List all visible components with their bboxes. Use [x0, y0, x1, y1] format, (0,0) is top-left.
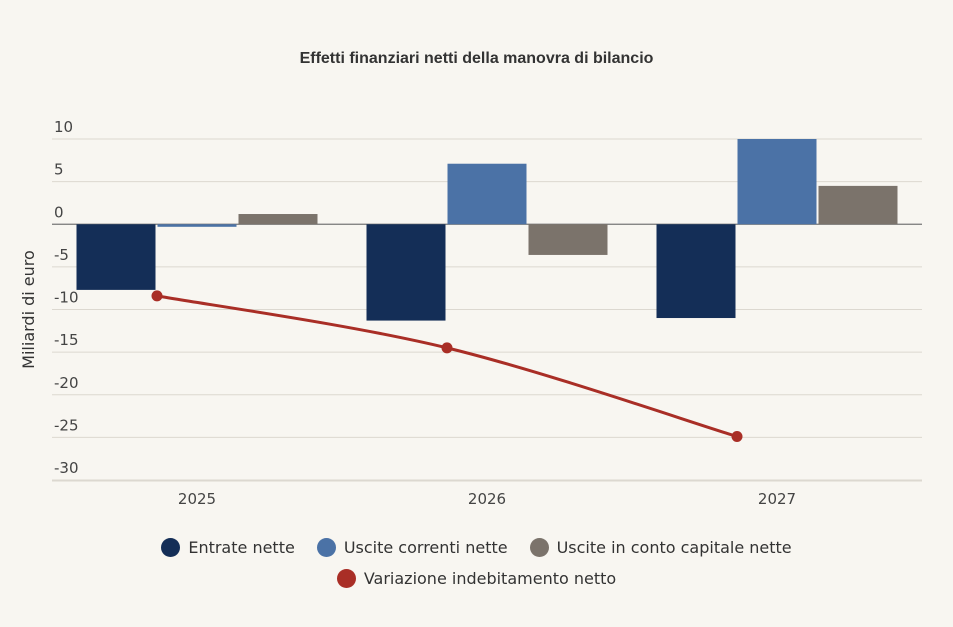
- y-tick-label: -15: [54, 331, 79, 349]
- legend-dot-uscite-capitale: [529, 538, 549, 557]
- legend-dot-uscite-correnti: [316, 538, 336, 557]
- y-tick-label: -25: [54, 416, 79, 434]
- chart-title: Effetti finanziari netti della manovra d…: [299, 50, 654, 67]
- legend-label-uscite-capitale: Uscite in conto capitale nette: [556, 538, 792, 557]
- x-tick-label-2027: 2027: [758, 490, 796, 508]
- legend-item-indebitamento[interactable]: Variazione indebitamento netto: [336, 569, 617, 588]
- x-tick-label-2025: 2025: [178, 490, 216, 508]
- y-tick-label: 10: [54, 118, 73, 136]
- legend-label-uscite-correnti: Uscite correnti nette: [343, 538, 508, 557]
- x-tick-label-2026: 2026: [468, 490, 506, 508]
- bar-entrate-nette-2026: [366, 224, 446, 321]
- legend-dot-entrate: [161, 538, 181, 557]
- bar-uscite-in-conto-capitale-nette-2025: [238, 214, 318, 225]
- bar-uscite-correnti-nette-2027: [737, 139, 817, 225]
- y-tick-label: -10: [54, 289, 79, 307]
- y-tick-label: -5: [54, 246, 69, 264]
- bar-entrate-nette-2025: [76, 224, 156, 290]
- legend-item-uscite-correnti[interactable]: Uscite correnti nette: [316, 538, 508, 557]
- legend-row-1: Entrate nette Uscite correnti nette Usci…: [0, 538, 953, 557]
- legend-dot-indebitamento: [336, 569, 356, 588]
- legend-label-entrate: Entrate nette: [188, 538, 295, 557]
- bar-uscite-in-conto-capitale-nette-2027: [818, 185, 898, 225]
- point-variazione-2026: [441, 342, 453, 354]
- legend-row-2: Variazione indebitamento netto: [0, 569, 953, 588]
- legend-item-uscite-capitale[interactable]: Uscite in conto capitale nette: [529, 538, 792, 557]
- bar-uscite-correnti-nette-2026: [447, 163, 527, 225]
- y-tick-label: 0: [54, 203, 64, 221]
- legend-label-indebitamento: Variazione indebitamento netto: [363, 569, 617, 588]
- y-tick-label: 5: [54, 161, 64, 179]
- line-variazione-indebitamento: [156, 294, 738, 438]
- bar-uscite-correnti-nette-2025: [157, 224, 237, 227]
- point-variazione-2027: [731, 431, 743, 443]
- y-tick-label: -20: [54, 374, 79, 392]
- y-axis-title: Miliardi di euro: [19, 250, 38, 369]
- legend-item-entrate[interactable]: Entrate nette: [161, 538, 295, 557]
- bar-uscite-in-conto-capitale-nette-2026: [528, 224, 608, 255]
- bar-entrate-nette-2027: [656, 224, 736, 319]
- y-tick-label: -30: [54, 459, 79, 477]
- point-variazione-2025: [151, 290, 163, 302]
